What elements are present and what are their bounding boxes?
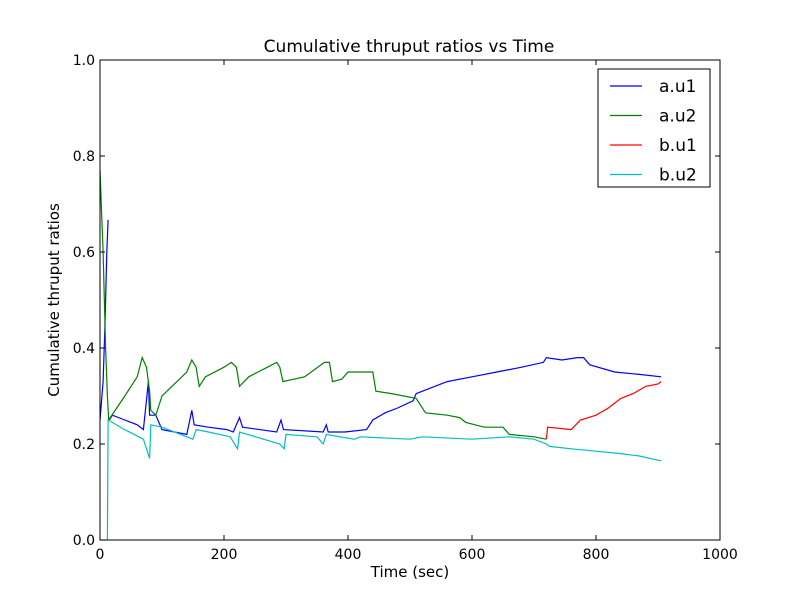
axis-ticks: 0 200 400 600 800 1000 0.0 0.2 0.4 0.6 0.8 1.0	[73, 53, 738, 563]
x-tick-label: 800	[583, 547, 610, 563]
series-line-b-u1	[545, 381, 662, 440]
y-tick-label: 0.8	[73, 149, 95, 165]
x-tick-label: 0	[96, 547, 105, 563]
x-axis-label: Time (sec)	[370, 563, 449, 581]
series-line-a-u2	[108, 355, 547, 440]
y-axis-label: Cumulative thruput ratios	[45, 203, 63, 397]
y-tick-label: 0.6	[73, 245, 95, 261]
x-tick-label: 1000	[702, 547, 738, 563]
y-tick-label: 1.0	[73, 53, 95, 69]
chart-title: Cumulative thruput ratios vs Time	[264, 37, 555, 57]
series-line-a-u2	[99, 170, 110, 421]
y-tick-label: 0.0	[73, 533, 95, 549]
plot-frame	[99, 59, 721, 541]
legend: a.u1 a.u2 b.u1 b.u2	[597, 68, 711, 188]
series-line-b-u2	[106, 418, 662, 541]
legend-label-b-u1: b.u1	[659, 136, 697, 156]
y-tick-label: 0.4	[73, 341, 95, 357]
series-line-a-u1	[108, 356, 662, 436]
x-tick-label: 200	[211, 547, 238, 563]
x-tick-label: 600	[459, 547, 486, 563]
legend-label-a-u2: a.u2	[659, 107, 696, 127]
series-lines	[99, 170, 662, 541]
legend-label-a-u1: a.u1	[659, 77, 696, 97]
legend-label-b-u2: b.u2	[659, 166, 697, 186]
y-tick-label: 0.2	[73, 437, 95, 453]
legend-box	[597, 68, 711, 188]
x-tick-label: 400	[335, 547, 362, 563]
